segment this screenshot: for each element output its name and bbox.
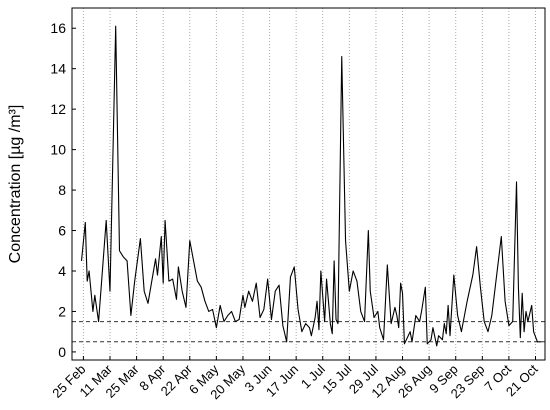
y-tick-label: 10	[50, 142, 66, 158]
plot-frame	[71, 7, 546, 361]
x-tick-label: 15 Jul	[319, 361, 354, 396]
x-tick-label: 22 Apr	[158, 361, 196, 399]
y-tick-label: 6	[58, 223, 66, 239]
y-tick-label: 14	[50, 61, 66, 77]
data-line	[80, 25, 542, 347]
y-tick-label: 2	[58, 303, 66, 319]
y-tick-label: 8	[58, 182, 66, 198]
y-tick-label: 12	[50, 101, 66, 117]
y-tick-label: 16	[50, 20, 66, 36]
y-tick-label: 0	[58, 344, 66, 360]
y-tick-label: 4	[58, 263, 66, 279]
y-axis-label: Concentration [µg /m³]	[7, 105, 24, 264]
